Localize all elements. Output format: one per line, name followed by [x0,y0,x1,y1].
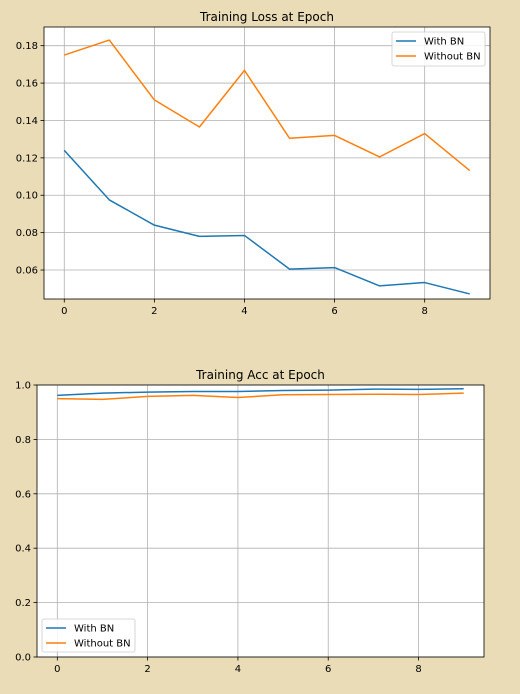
y-tick-label: 1.0 [15,381,31,392]
x-tick-label: 2 [151,306,157,317]
y-tick-label: 0.18 [16,41,38,52]
y-tick-label: 0.14 [16,116,38,127]
x-tick-label: 0 [61,306,67,317]
y-tick-label: 0.12 [16,153,38,164]
series-line-with-bn [63,149,470,295]
y-tick-label: 0.0 [15,653,31,664]
y-tick-label: 0.10 [16,191,38,202]
y-tick-label: 0.16 [16,79,38,90]
y-tick-label: 0.6 [15,489,31,500]
legend-label: With BN [74,624,114,635]
plot-area [37,385,484,657]
x-tick-label: 8 [415,664,421,675]
y-tick-label: 0.2 [15,598,31,609]
y-tick-label: 0.4 [15,544,31,555]
x-tick-label: 6 [331,306,337,317]
x-tick-label: 8 [421,306,427,317]
chart-title: Training Acc at Epoch [195,368,325,382]
axes-frame [43,26,491,300]
y-tick-label: 0.8 [15,435,31,446]
series-line-without-bn [57,392,464,401]
plot-area [44,27,490,299]
x-tick-label: 4 [235,664,241,675]
chart-title: Training Loss at Epoch [199,10,334,24]
training-loss-chart: 0 2 4 6 8 0.06 0.08 0.10 0.12 0.14 0.16 0.18 Trainin… [16,10,491,317]
y-tick-label: 0.06 [16,266,38,277]
x-tick-label: 0 [54,664,60,675]
y-tick-label: 0.08 [16,228,38,239]
x-tick-label: 6 [325,664,331,675]
legend-label: Without BN [424,52,481,63]
x-tick-label: 2 [144,664,150,675]
training-acc-chart: 0 2 4 6 8 0.0 0.2 0.4 0.6 0.8 1.0 Training Acc at E… [15,368,485,675]
series-line-with-bn [57,388,464,397]
x-tick-label: 4 [241,306,247,317]
legend-label: With BN [424,37,464,48]
legend-label: Without BN [74,639,131,650]
series-line-without-bn [64,39,471,172]
axes-frame [36,384,485,658]
